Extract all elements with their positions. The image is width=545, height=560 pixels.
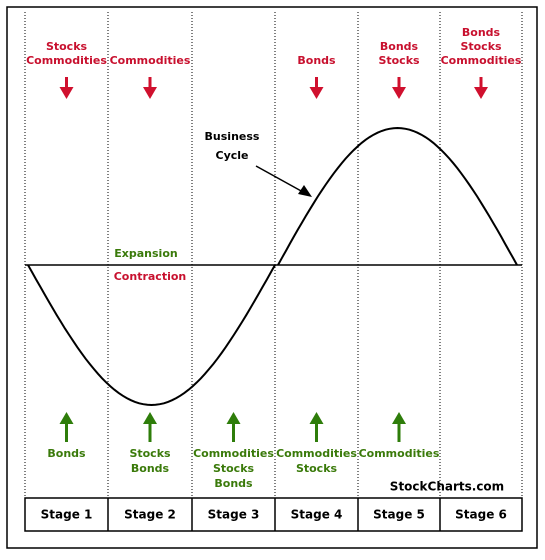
stage-label: Stage 1 <box>41 508 93 522</box>
buy-label: Bonds <box>47 447 86 460</box>
sell-arrow-head <box>392 87 406 99</box>
buy-arrow-head <box>226 412 241 424</box>
sell-label: Stocks <box>378 54 420 67</box>
cycle-label: Cycle <box>216 149 249 162</box>
sell-arrow-head <box>474 87 488 99</box>
buy-label: Stocks <box>213 462 255 475</box>
source-label: StockCharts.com <box>390 480 504 494</box>
cycle-label: Business <box>205 130 260 143</box>
buy-arrow-head <box>59 412 74 424</box>
sell-label: Bonds <box>297 54 336 67</box>
cycle-curve <box>27 126 518 407</box>
buy-arrow-head <box>143 412 157 424</box>
cycle-arrow <box>255 165 304 193</box>
sell-label: Commodities <box>26 54 107 67</box>
stage-label: Stage 2 <box>124 508 176 522</box>
stage-row <box>24 497 523 532</box>
buy-label: Commodities <box>276 447 357 460</box>
sell-arrow-head <box>143 87 157 99</box>
contraction-label: Contraction <box>114 270 187 283</box>
buy-label: Commodities <box>193 447 274 460</box>
sell-label: Stocks <box>46 40 88 53</box>
sell-arrow-head <box>59 87 74 99</box>
buy-label: Commodities <box>359 447 440 460</box>
sell-label: Bonds <box>462 26 501 39</box>
buy-arrow-head <box>392 412 406 424</box>
buy-label: Bonds <box>214 477 253 490</box>
expansion-label: Expansion <box>114 247 177 260</box>
buy-label: Stocks <box>296 462 338 475</box>
sell-label: Commodities <box>110 54 191 67</box>
stage-label: Stage 3 <box>208 508 260 522</box>
stage-label: Stage 5 <box>373 508 425 522</box>
sell-label: Stocks <box>460 40 502 53</box>
buy-label: Bonds <box>131 462 170 475</box>
sell-label: Commodities <box>441 54 522 67</box>
buy-arrow-head <box>309 412 324 424</box>
stage-label: Stage 4 <box>291 508 343 522</box>
buy-label: Stocks <box>129 447 171 460</box>
stage-label: Stage 6 <box>455 508 507 522</box>
columns <box>24 12 523 498</box>
frame <box>6 6 538 549</box>
sell-label: Bonds <box>380 40 419 53</box>
cycle-arrowhead <box>298 185 312 197</box>
sell-arrow-head <box>309 87 324 99</box>
